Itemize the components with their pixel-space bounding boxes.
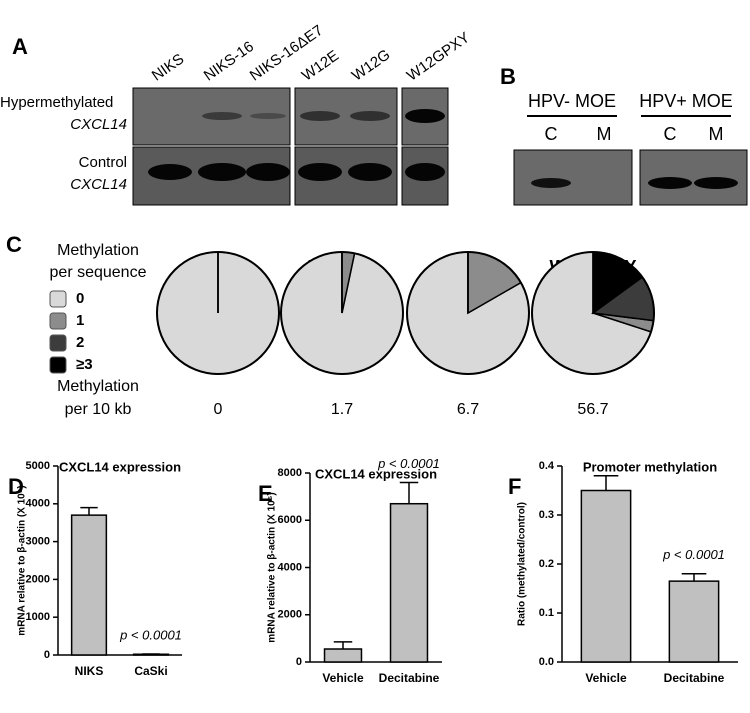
legend-title: per sequence: [50, 264, 147, 281]
panel-letter: C: [6, 232, 22, 257]
panel-letter: A: [12, 34, 28, 59]
legend-swatch: [49, 334, 67, 352]
y-tick-label: 0.0: [539, 656, 554, 668]
y-axis-label: mRNA relative to β-actin (X 10⁶): [267, 492, 278, 642]
legend-label: 2: [76, 334, 84, 351]
x-tick-label: CaSki: [134, 664, 167, 678]
panel-letter: D: [8, 474, 24, 499]
y-tick-label: 4000: [278, 561, 302, 573]
density-title: per 10 kb: [65, 401, 132, 418]
row-gene: CXCL14: [70, 176, 127, 193]
lane-label: C: [664, 124, 677, 144]
legend-swatch: [49, 356, 67, 374]
error-bar: [593, 475, 619, 491]
row-label: Hypermethylated: [0, 94, 113, 111]
legend-title: Methylation: [57, 242, 139, 259]
legend-label: 1: [76, 312, 84, 329]
x-tick-label: Vehicle: [585, 671, 627, 685]
y-tick-label: 0.2: [539, 558, 554, 570]
pie-density: 56.7: [577, 401, 608, 418]
group-title: HPV- MOE: [528, 91, 616, 111]
y-tick-label: 0.4: [539, 460, 555, 472]
bar: [323, 648, 363, 663]
panel-letter: B: [500, 64, 516, 89]
panel-letter: F: [508, 474, 521, 499]
x-tick-label: Decitabine: [664, 671, 725, 685]
legend-swatch: [49, 290, 67, 308]
error-bar: [681, 573, 707, 582]
x-tick-label: NIKS: [75, 664, 104, 678]
pie-outline: [280, 251, 404, 375]
legend-label: 0: [76, 290, 84, 307]
lane-label: W12G: [349, 46, 394, 84]
error-bar: [80, 506, 98, 516]
y-tick-label: 0.3: [539, 509, 554, 521]
lane-label: NIKS-16: [201, 38, 257, 84]
bar: [580, 489, 632, 663]
pie-outline: [156, 251, 280, 375]
density-title: Methylation: [57, 378, 139, 395]
pie-outline: [406, 251, 530, 375]
lane-label: W12GPXY: [404, 29, 473, 85]
y-tick-label: 0.1: [539, 607, 554, 619]
bar: [70, 514, 108, 656]
error-bar: [333, 641, 353, 650]
pie-density: 0: [214, 401, 223, 418]
y-tick-label: 0: [296, 656, 302, 668]
lane-label: W12E: [299, 47, 342, 84]
legend-label: ≥3: [76, 356, 93, 373]
bar: [389, 502, 429, 663]
lane-label: M: [597, 124, 612, 144]
y-tick-label: 1000: [26, 611, 50, 623]
chart-title: Promoter methylation: [583, 459, 717, 474]
legend-swatch: [49, 312, 67, 330]
lane-label: C: [545, 124, 558, 144]
annotation: p < 0.0001: [377, 456, 440, 471]
y-axis-label: mRNA relative to β-actin (X 10⁶): [17, 485, 28, 635]
y-tick-label: 0: [44, 649, 50, 661]
annotation: p < 0.0001: [662, 547, 725, 562]
error-bar: [399, 481, 419, 504]
pie-density: 1.7: [331, 401, 353, 418]
row-label: Control: [79, 154, 127, 171]
group-title: HPV+ MOE: [639, 91, 733, 111]
chart-title: CXCL14 expression: [315, 466, 437, 481]
y-tick-label: 8000: [278, 467, 302, 479]
y-tick-label: 5000: [26, 460, 50, 472]
chart-title: CXCL14 expression: [59, 459, 181, 474]
gel-b: [513, 115, 748, 206]
y-tick-label: 3000: [26, 536, 50, 548]
pie-density: 6.7: [457, 401, 479, 418]
pie-outline: [531, 251, 655, 375]
y-axis-label: Ratio (methylated/control): [517, 502, 528, 626]
bar: [668, 580, 720, 663]
lane-label: M: [709, 124, 724, 144]
y-tick-label: 6000: [278, 514, 302, 526]
row-gene: CXCL14: [70, 116, 127, 133]
x-tick-label: Vehicle: [322, 671, 364, 685]
annotation: p < 0.0001: [119, 627, 182, 642]
x-tick-label: Decitabine: [379, 671, 440, 685]
panel-letter: E: [258, 481, 273, 506]
lane-label: NIKS: [149, 51, 187, 85]
y-tick-label: 4000: [26, 498, 50, 510]
gel-a: [132, 87, 449, 206]
y-tick-label: 2000: [278, 609, 302, 621]
y-tick-label: 2000: [26, 573, 50, 585]
